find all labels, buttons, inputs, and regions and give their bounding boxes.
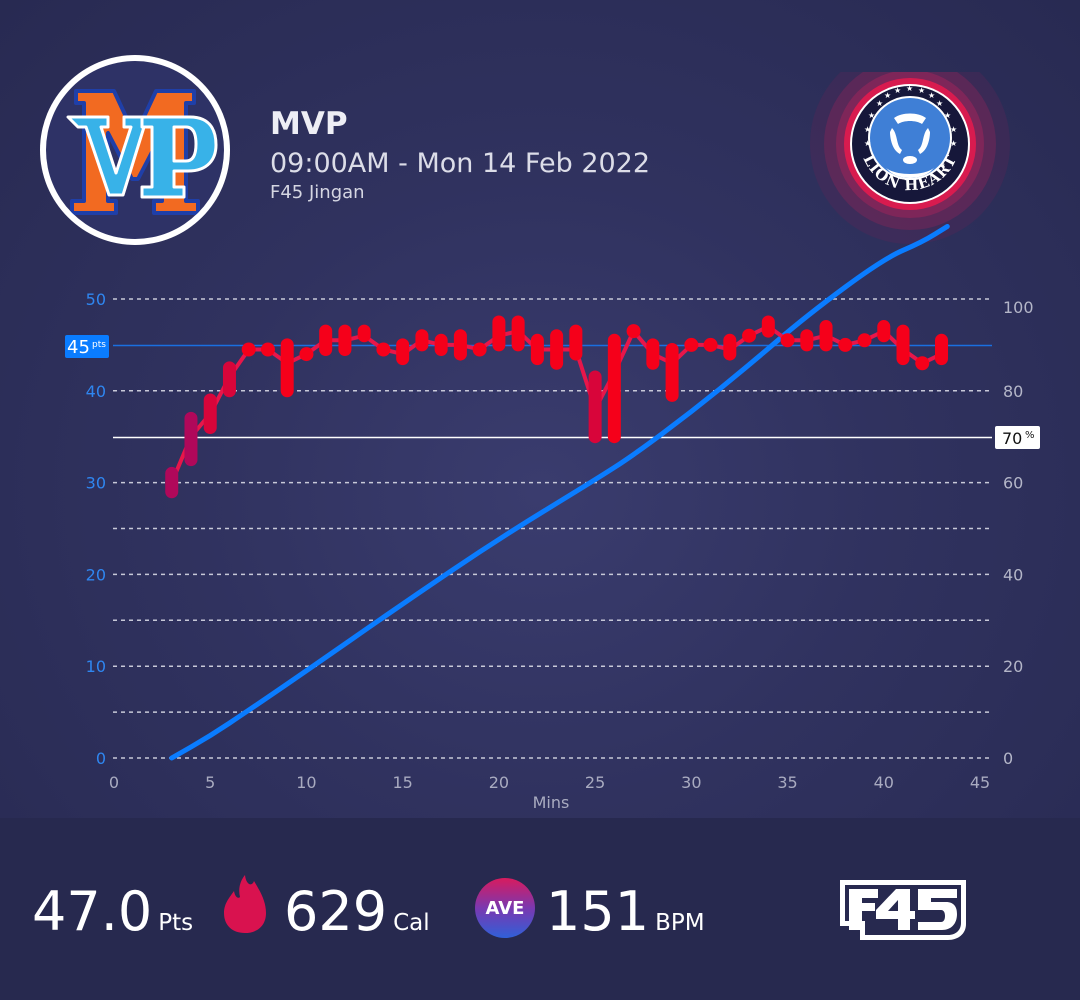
points-value: 47.0 bbox=[32, 880, 153, 943]
workout-datetime: 09:00AM - Mon 14 Feb 2022 bbox=[270, 148, 651, 179]
calories-stat: 629 Cal bbox=[284, 880, 430, 943]
heart-rate-point bbox=[742, 328, 757, 343]
chart-series bbox=[165, 223, 950, 761]
opponent-team-logo: ★ ★ ★ ★ ★ ★ ★ ★ ★ ★ ★ ★ ★ LION HEART bbox=[810, 44, 1010, 244]
right-axis-tick: 80 bbox=[1003, 382, 1023, 401]
x-axis-tick: 20 bbox=[489, 773, 509, 792]
right-axis-tick: 40 bbox=[1003, 565, 1023, 584]
x-axis-tick: 45 bbox=[970, 773, 990, 792]
svg-text:70: 70 bbox=[1002, 429, 1022, 448]
calories-value: 629 bbox=[284, 880, 388, 943]
svg-text:★: ★ bbox=[864, 139, 871, 148]
team-logo bbox=[40, 55, 230, 245]
heart-rate-point bbox=[780, 333, 795, 348]
x-axis-tick: 35 bbox=[777, 773, 797, 792]
heart-rate-point bbox=[260, 342, 275, 357]
cumulative-points-line bbox=[169, 223, 950, 761]
heart-rate-point bbox=[684, 337, 699, 352]
left-axis-tick: 10 bbox=[86, 657, 106, 676]
heart-rate-value: 151 bbox=[546, 880, 650, 943]
workout-title: MVP bbox=[270, 106, 348, 142]
right-axis-tick: 60 bbox=[1003, 474, 1023, 493]
x-axis-tick: 30 bbox=[681, 773, 701, 792]
heart-rate-point bbox=[376, 342, 391, 357]
x-axis-tick: 40 bbox=[874, 773, 894, 792]
threshold-badge: 70 % bbox=[995, 426, 1040, 449]
heart-rate-point bbox=[472, 342, 487, 357]
f45-logo-icon bbox=[840, 880, 966, 940]
svg-text:★: ★ bbox=[906, 84, 913, 93]
heart-rate-point bbox=[915, 356, 930, 371]
x-axis-tick: 5 bbox=[205, 773, 215, 792]
heart-rate-point bbox=[703, 337, 718, 352]
svg-text:★: ★ bbox=[884, 91, 891, 100]
right-axis-tick: 20 bbox=[1003, 657, 1023, 676]
svg-text:★: ★ bbox=[868, 111, 875, 120]
x-axis-labels: 0 5 10 15 20 25 30 35 40 45 bbox=[109, 773, 990, 792]
right-axis-tick: 0 bbox=[1003, 749, 1013, 768]
left-axis-tick: 30 bbox=[86, 474, 106, 493]
lionheart-logo-icon: ★★★ ★ ★★★ ★ ★★ ★★ ★ LION HEART bbox=[810, 44, 1010, 244]
performance-chart: 0 10 20 30 40 50 0 20 40 60 80 100 0 5 10 15 20 25 30 35 4… bbox=[65, 223, 1040, 812]
x-axis-tick: 25 bbox=[585, 773, 605, 792]
points-unit: Pts bbox=[158, 910, 194, 936]
left-axis-tick: 50 bbox=[86, 290, 106, 309]
svg-text:★: ★ bbox=[876, 99, 883, 108]
chart-gridlines bbox=[113, 298, 992, 759]
average-heart-rate-badge: AVE bbox=[475, 878, 535, 938]
svg-text:★: ★ bbox=[864, 125, 871, 134]
left-axis-tick: 20 bbox=[86, 565, 106, 584]
svg-text:★: ★ bbox=[944, 111, 951, 120]
heart-rate-stat: 151 BPM bbox=[546, 880, 705, 943]
x-axis-title: Mins bbox=[533, 793, 570, 812]
svg-text:%: % bbox=[1025, 430, 1035, 441]
flame-icon bbox=[224, 875, 266, 933]
right-axis-tick: 100 bbox=[1003, 298, 1034, 317]
svg-text:★: ★ bbox=[950, 139, 957, 148]
x-axis-tick: 15 bbox=[392, 773, 412, 792]
average-badge-label: AVE bbox=[485, 897, 525, 919]
svg-text:45: 45 bbox=[67, 337, 90, 358]
svg-text:pts: pts bbox=[92, 340, 106, 350]
left-axis-tick: 40 bbox=[86, 382, 106, 401]
svg-text:★: ★ bbox=[928, 91, 935, 100]
x-axis-tick: 0 bbox=[109, 773, 119, 792]
heart-rate-point bbox=[241, 342, 256, 357]
svg-text:★: ★ bbox=[950, 125, 957, 134]
points-stat: 47.0 Pts bbox=[32, 880, 193, 943]
heart-rate-point bbox=[857, 333, 872, 348]
left-axis-tick: 0 bbox=[96, 749, 106, 768]
svg-text:★: ★ bbox=[918, 86, 925, 95]
left-axis-labels: 0 10 20 30 40 50 bbox=[86, 290, 106, 768]
target-badge: 45 pts bbox=[65, 335, 109, 358]
heart-rate-unit: BPM bbox=[655, 910, 705, 936]
mvp-logo-icon bbox=[66, 89, 218, 215]
heart-rate-point bbox=[838, 337, 853, 352]
x-axis-tick: 10 bbox=[296, 773, 316, 792]
heart-rate-point bbox=[626, 324, 641, 339]
svg-text:★: ★ bbox=[894, 86, 901, 95]
right-axis-labels: 0 20 40 60 80 100 bbox=[1003, 298, 1034, 768]
heart-rate-point bbox=[299, 347, 314, 362]
svg-text:★: ★ bbox=[936, 99, 943, 108]
workout-location: F45 Jingan bbox=[270, 182, 365, 203]
calories-unit: Cal bbox=[393, 910, 430, 936]
